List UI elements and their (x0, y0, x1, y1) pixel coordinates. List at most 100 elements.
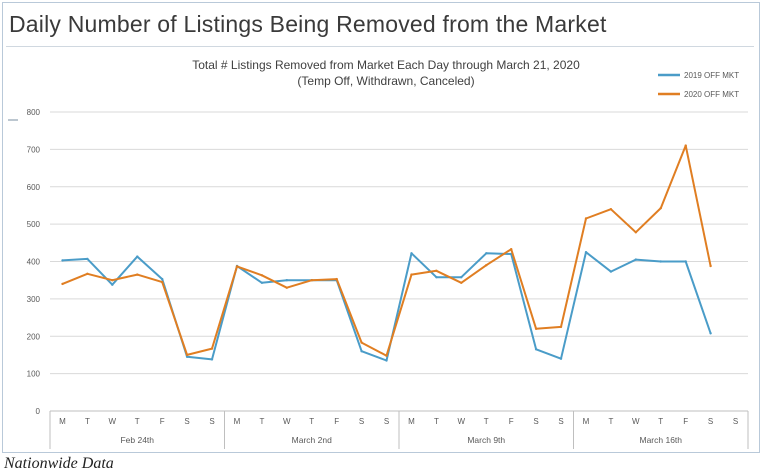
x-tick-label: F (509, 417, 514, 426)
data-point (659, 260, 662, 263)
x-tick-label: W (109, 417, 117, 426)
y-tick-label: 700 (27, 145, 41, 154)
data-point (86, 272, 89, 275)
x-tick-label: S (184, 417, 189, 426)
data-point (360, 350, 363, 353)
data-point (161, 280, 164, 284)
chart-subtitle: (Temp Off, Withdrawn, Canceled) (297, 74, 474, 88)
data-point (260, 274, 264, 277)
chart-area: Total # Listings Removed from Market Eac… (6, 46, 754, 451)
x-tick-label: M (408, 417, 415, 426)
data-point (161, 277, 164, 281)
data-point (410, 273, 413, 276)
data-point (534, 327, 538, 330)
data-point (460, 276, 463, 279)
data-point (485, 264, 488, 267)
x-tick-label: T (434, 417, 439, 426)
y-tick-label: 200 (27, 332, 41, 341)
data-point (534, 348, 538, 351)
data-point (111, 283, 114, 286)
data-point (634, 231, 637, 234)
data-point (260, 281, 264, 284)
data-point (310, 279, 313, 282)
data-point (385, 354, 388, 357)
data-point (360, 341, 363, 344)
data-point (136, 273, 139, 276)
x-tick-label: S (558, 417, 563, 426)
data-point (61, 259, 64, 262)
x-tick-label: W (283, 417, 291, 426)
x-group-label: March 16th (639, 435, 682, 445)
data-point (609, 270, 613, 273)
x-group-label: Feb 24th (120, 435, 154, 445)
data-point (659, 206, 662, 210)
legend-label: 2020 OFF MKT (684, 90, 739, 99)
x-tick-label: S (733, 417, 738, 426)
series-line-2019 (61, 251, 712, 362)
data-point (584, 251, 588, 254)
series-line-2020 (61, 144, 712, 357)
data-point (584, 217, 588, 220)
data-point (410, 252, 413, 255)
data-point (210, 347, 214, 350)
data-point (235, 265, 239, 268)
x-tick-label: T (135, 417, 140, 426)
chart-title: Total # Listings Removed from Market Eac… (192, 58, 580, 72)
data-point (709, 264, 712, 268)
data-point (285, 286, 288, 289)
y-tick-label: 800 (27, 108, 41, 117)
x-tick-label: M (583, 417, 590, 426)
data-point (460, 281, 463, 284)
y-tick-label: 600 (27, 183, 41, 192)
data-point (111, 279, 114, 282)
data-point (684, 144, 687, 147)
x-tick-label: T (484, 417, 489, 426)
x-tick-label: F (160, 417, 165, 426)
x-tick-label: S (533, 417, 538, 426)
y-tick-label: 300 (27, 295, 41, 304)
data-point (86, 257, 89, 261)
line-chart: Total # Listings Removed from Market Eac… (8, 58, 749, 449)
x-tick-label: T (309, 417, 314, 426)
data-point (510, 248, 513, 251)
x-tick-label: S (708, 417, 713, 426)
y-tick-label: 500 (27, 220, 41, 229)
y-tick-label: 0 (36, 407, 41, 416)
y-tick-label: 400 (27, 258, 41, 267)
x-tick-label: S (384, 417, 389, 426)
data-point (185, 353, 189, 357)
data-point (210, 358, 214, 361)
data-point (709, 332, 712, 335)
data-point (559, 325, 563, 329)
x-tick-label: F (683, 417, 688, 426)
x-group-label: March 2nd (292, 435, 332, 445)
x-tick-label: F (334, 417, 339, 426)
data-point (485, 252, 488, 255)
headline: Daily Number of Listings Being Removed f… (9, 11, 607, 37)
source-caption: Nationwide Data (4, 455, 114, 472)
x-tick-label: W (458, 417, 466, 426)
data-point (185, 355, 189, 358)
legend-label: 2019 OFF MKT (684, 71, 739, 80)
x-tick-label: T (658, 417, 663, 426)
x-tick-label: M (59, 417, 66, 426)
x-group-label: March 9th (467, 435, 505, 445)
data-point (435, 276, 438, 279)
x-tick-label: T (608, 417, 613, 426)
data-point (559, 357, 563, 360)
data-point (435, 269, 438, 272)
data-point (335, 277, 338, 281)
x-tick-label: S (209, 417, 214, 426)
x-tick-label: T (85, 417, 90, 426)
data-point (634, 258, 637, 261)
x-tick-label: S (359, 417, 364, 426)
data-point (385, 359, 388, 362)
data-point (61, 282, 64, 286)
data-point (684, 260, 687, 263)
data-point (285, 279, 288, 282)
x-tick-label: M (234, 417, 241, 426)
figure-frame: Daily Number of Listings Being Removed f… (2, 2, 760, 453)
x-tick-label: T (259, 417, 264, 426)
data-point (136, 255, 139, 258)
data-point (609, 208, 613, 211)
